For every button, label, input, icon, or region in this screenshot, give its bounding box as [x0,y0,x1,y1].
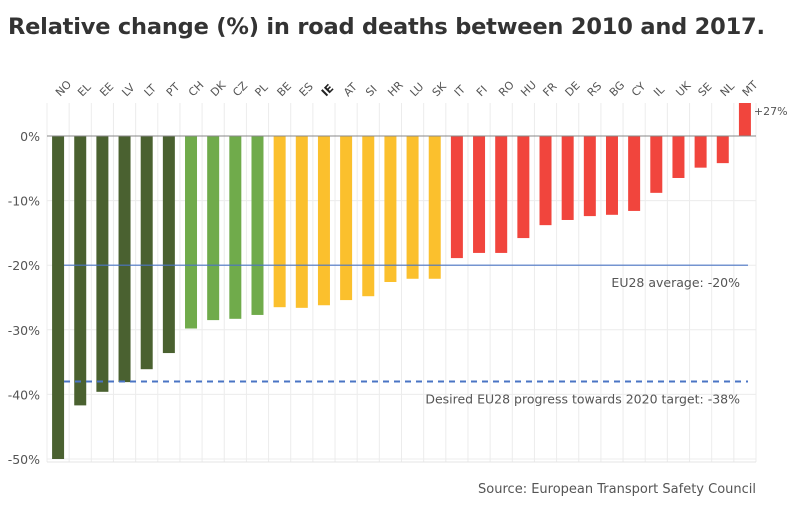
bar-il [650,136,663,193]
eu-average-line-label: EU28 average: -20% [611,275,740,290]
x-tick-label: IT [452,83,468,99]
bar-no [52,136,65,459]
x-tick-label: IE [319,82,336,99]
bar-at [340,136,353,301]
x-tick-label: HU [518,78,539,99]
bar-value-label: +27% [754,105,788,118]
x-tick-label: SE [696,80,715,99]
x-tick-label: FR [540,80,559,99]
bar-ro [495,136,508,253]
x-tick-label: AT [341,80,360,99]
x-tick-label: LU [408,80,427,99]
x-tick-label: EL [75,80,94,99]
y-tick-label: 0% [20,129,40,144]
x-tick-label: RO [496,78,517,99]
x-tick-label: LV [119,81,137,99]
bar-sk [428,136,441,279]
bar-hu [517,136,530,239]
y-tick-label: -10% [8,194,40,209]
x-tick-label: FI [474,83,490,99]
bars: +27% [52,103,788,459]
x-tick-label: MT [740,78,761,99]
x-tick-label: CY [629,80,648,99]
x-tick-label: NL [718,79,738,99]
bar-fi [473,136,486,253]
bar-ee [96,136,109,392]
bar-es [295,136,308,308]
bar-lv [118,136,131,383]
y-tick-label: -50% [8,452,40,467]
x-tick-label: LT [142,82,159,99]
x-tick-label: EE [97,80,116,99]
bar-uk [672,136,685,178]
x-axis: NO EL EE LV LT PT CH DK CZ PL BE ES IE AT SI HR LU SK IT FI… [53,78,761,99]
y-tick-label: -40% [8,387,40,402]
reference-lines: EU28 average: -20% Desired EU28 progress … [64,264,748,406]
bar-cy [628,136,641,211]
x-tick-label: CH [186,79,206,99]
x-tick-label: NO [53,78,74,99]
bar-hr [384,136,397,282]
x-tick-label: ES [297,80,316,99]
x-tick-label: SK [430,79,450,99]
bar-fr [539,136,552,226]
x-tick-label: BG [607,79,627,99]
bar-it [450,136,463,259]
y-tick-label: -20% [8,258,40,273]
x-tick-label: DE [563,79,583,99]
chart-title: Relative change (%) in road deaths betwe… [8,14,765,40]
source-note: Source: European Transport Safety Counci… [478,482,756,497]
bar-nl [716,136,729,164]
x-tick-label: PT [164,80,183,99]
x-tick-label: BE [275,80,294,99]
y-tick-label: -30% [8,323,40,338]
bar-el [74,136,87,406]
x-tick-label: CZ [230,79,250,99]
bar-lt [140,136,153,370]
bar-rs [583,136,596,217]
x-tick-label: SI [363,83,379,99]
target-line-label: Desired EU28 progress towards 2020 targe… [425,391,740,406]
x-tick-label: RS [585,80,605,100]
x-tick-label: IL [651,83,667,99]
x-tick-label: HR [385,78,406,99]
x-tick-label: DK [208,78,229,99]
bar-cz [229,136,242,319]
bar-de [561,136,574,220]
bar-si [362,136,375,297]
bar-ch [185,136,198,329]
bar-lu [406,136,419,279]
x-tick-label: UK [673,79,694,100]
bar-pl [251,136,264,315]
bar-dk [207,136,220,321]
bar-bg [605,136,618,215]
y-axis: 0% -10% -20% -30% -40% -50% [8,129,40,467]
bar-mt [738,103,751,136]
bar-ie [317,136,330,306]
bar-pt [162,136,175,354]
bar-se [694,136,707,168]
bar-be [273,136,286,308]
x-tick-label: PL [252,80,271,99]
